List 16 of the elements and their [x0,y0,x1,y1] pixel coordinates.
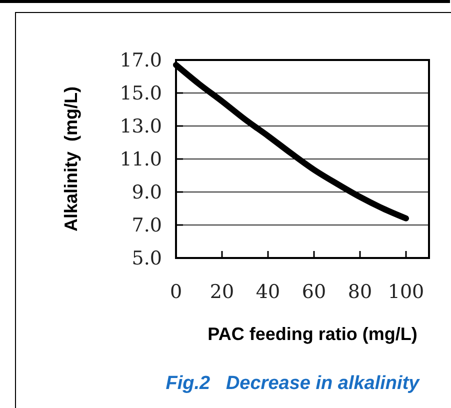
x-tick-label: 100 [388,281,424,303]
y-tick-label: 13.0 [120,116,162,138]
y-tick-label: 5.0 [132,248,162,270]
y-tick-label: 7.0 [132,214,162,237]
x-tick-label: 80 [348,281,372,303]
caption: Fig.2 Decrease in alkalinity [166,373,421,394]
y-axis-title: Alkalinity (mg/L) [61,86,81,232]
y-tick-label: 9.0 [132,182,162,204]
x-tick-label: 20 [210,281,234,303]
y-tick-label: 17.0 [120,50,162,72]
x-tick-label: 60 [302,281,326,303]
x-tick-label: 0 [170,281,182,303]
x-axis-title: PAC feeding ratio (mg/L) [208,324,418,344]
y-tick-label: 11.0 [120,148,162,171]
x-tick-label: 40 [256,281,280,303]
y-tick-label: 15.0 [120,82,162,105]
